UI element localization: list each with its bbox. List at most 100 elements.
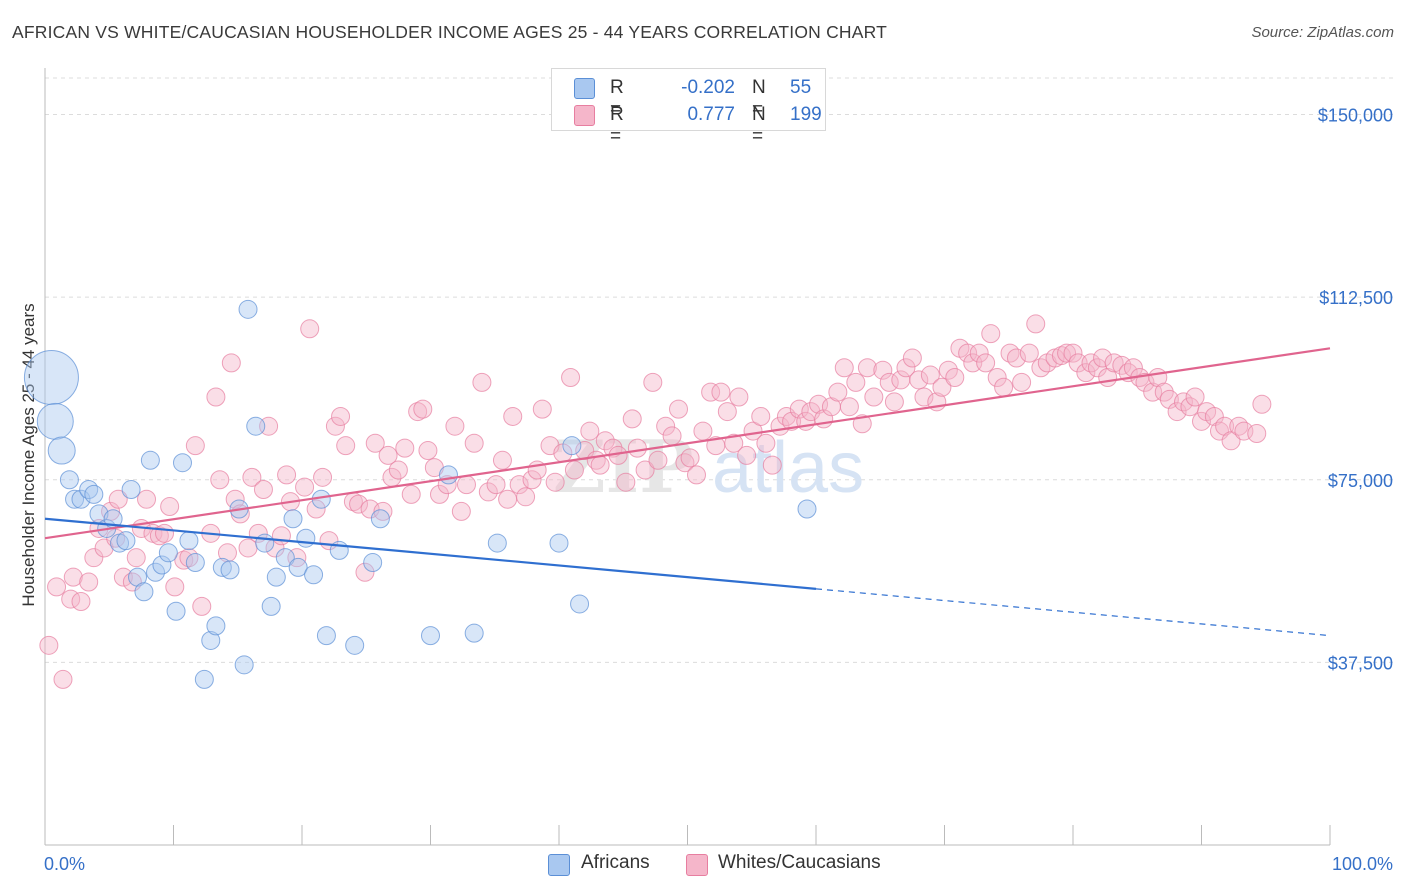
- legend-label: Africans: [581, 852, 650, 873]
- africans-point: [246, 416, 266, 436]
- whites-point: [71, 592, 91, 612]
- whites-point: [545, 472, 565, 492]
- africans-point: [59, 470, 79, 490]
- whites-point: [445, 416, 465, 436]
- africans-point: [266, 567, 286, 587]
- africans-point: [116, 531, 136, 551]
- whites-point: [325, 416, 345, 436]
- grid-lines: [45, 77, 1395, 663]
- data-points: [23, 299, 1272, 689]
- n-value: 199: [790, 104, 822, 125]
- africans-point: [140, 450, 160, 470]
- africans-point: [570, 594, 590, 614]
- x-tick-label: 0.0%: [44, 854, 85, 874]
- whites-point: [210, 470, 230, 490]
- africans-point: [261, 596, 281, 616]
- africans-point: [421, 626, 440, 646]
- africans-point: [275, 548, 295, 568]
- n-label: N =: [752, 77, 766, 120]
- whites-point: [300, 319, 320, 339]
- whites-point: [53, 669, 73, 689]
- whites-point: [126, 548, 146, 568]
- r-value: -0.202: [681, 77, 735, 98]
- africans-point: [316, 626, 336, 646]
- whites-point: [1093, 348, 1113, 368]
- whites-trend-line: [44, 347, 1331, 540]
- africans-point: [36, 402, 74, 440]
- whites-point: [349, 494, 369, 514]
- africans-point: [487, 533, 507, 553]
- whites-point: [884, 392, 904, 412]
- whites-point: [782, 411, 802, 431]
- whites-legend-swatch: [686, 854, 708, 876]
- whites-point: [945, 367, 965, 387]
- whites-point: [355, 562, 375, 582]
- whites-point: [648, 450, 668, 470]
- whites-point: [206, 387, 226, 407]
- whites-point: [429, 484, 449, 504]
- whites-point: [155, 523, 175, 543]
- whites-point: [336, 436, 356, 456]
- whites-point: [108, 489, 128, 509]
- whites-point: [680, 448, 700, 468]
- whites-point: [1063, 343, 1083, 363]
- whites-point: [1204, 406, 1224, 426]
- whites-point: [1006, 348, 1026, 368]
- whites-point: [365, 433, 385, 453]
- whites-point: [373, 501, 393, 521]
- whites-point: [287, 548, 307, 568]
- whites-point: [456, 475, 476, 495]
- africans-point: [464, 623, 484, 643]
- africans-point: [234, 655, 254, 675]
- whites-point: [1012, 372, 1032, 392]
- whites-point: [401, 484, 421, 504]
- whites-swatch: [574, 105, 595, 126]
- whites-point: [857, 358, 877, 378]
- whites-point: [879, 372, 899, 392]
- africans-point: [84, 484, 104, 504]
- whites-point: [378, 445, 398, 465]
- whites-point: [113, 567, 133, 587]
- africans-legend-swatch: [548, 854, 570, 876]
- africans-point: [172, 453, 192, 473]
- watermark: ZIP atlas: [553, 424, 864, 509]
- whites-point: [478, 482, 498, 502]
- whites-point: [160, 497, 180, 517]
- whites-point: [242, 467, 262, 487]
- whites-point: [920, 365, 940, 385]
- tick-labels: $37,500 $75,000 $112,500 $150,000 0.0% 100.0%: [44, 106, 1393, 874]
- africans-point: [797, 499, 817, 519]
- africans-point: [206, 616, 226, 636]
- africans-point: [370, 509, 390, 529]
- whites-point: [616, 472, 636, 492]
- legend-label: Whites/Caucasians: [718, 852, 881, 873]
- africans-trend-projection: [815, 588, 1331, 637]
- whites-point: [1252, 394, 1272, 414]
- whites-point: [408, 402, 428, 422]
- n-value: 55: [790, 77, 812, 98]
- chart-title: AFRICAN VS WHITE/CAUCASIAN HOUSEHOLDER I…: [12, 22, 888, 42]
- africans-point: [23, 349, 79, 405]
- africans-point: [152, 555, 172, 575]
- africans-point: [363, 553, 383, 573]
- africans-point: [201, 630, 221, 650]
- x-tick-label: 100.0%: [1332, 854, 1393, 874]
- whites-point: [1051, 346, 1071, 366]
- stats-legend: R = -0.202 N = 55 R = 0.777 N = 199: [551, 68, 826, 147]
- whites-point: [395, 438, 415, 458]
- whites-point: [693, 421, 713, 441]
- whites-point: [743, 421, 763, 441]
- africans-point: [283, 509, 303, 529]
- whites-point: [1112, 355, 1132, 375]
- whites-point: [902, 348, 922, 368]
- whites-point: [1104, 353, 1124, 373]
- whites-point: [662, 426, 682, 446]
- whites-point: [516, 487, 536, 507]
- r-label: R =: [610, 77, 624, 120]
- whites-point: [994, 377, 1014, 397]
- whites-point: [253, 480, 273, 500]
- whites-point: [643, 372, 663, 392]
- whites-point: [306, 499, 326, 519]
- axes: [44, 68, 1331, 846]
